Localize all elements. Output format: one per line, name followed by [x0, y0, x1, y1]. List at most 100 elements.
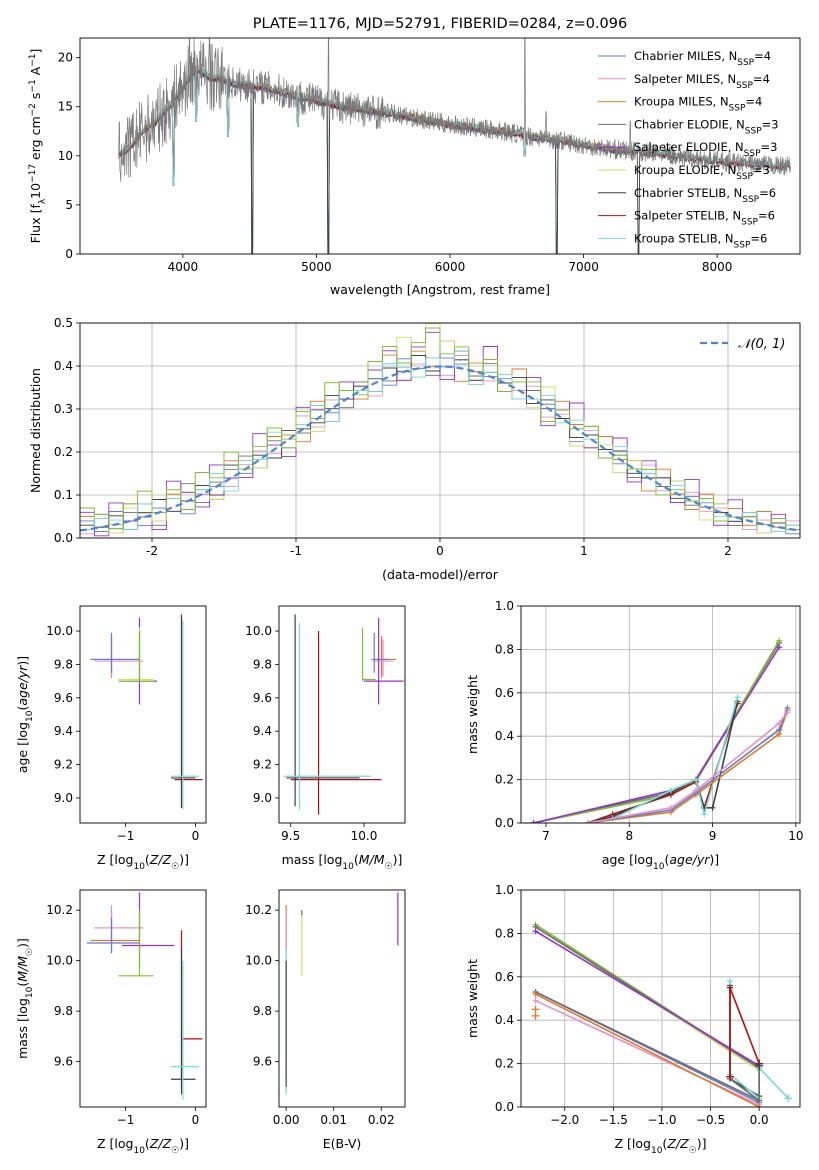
spectrum-legend-label-part: SSP	[729, 104, 746, 114]
spectrum-legend-label: Salpeter STELIB, NSSP=6	[634, 209, 775, 228]
weight_vs_Z-series-7	[535, 993, 760, 1107]
weight_vs_Z-xtick-label: 0.0	[750, 1113, 769, 1127]
spectrum-xtick-label: 5000	[301, 260, 332, 274]
age_vs_Z-xtick-label: 0	[192, 829, 200, 843]
weight_vs_age-marker	[709, 804, 716, 811]
weight_vs_Z-ytick-label: 0.2	[495, 1057, 514, 1071]
age-vs-mass-xlabel: mass [log10(M/M☉)]	[282, 852, 403, 872]
spectrum-legend-label: Chabrier STELIB, NSSP=6	[634, 186, 776, 205]
residuals-ytick-label: 0.2	[54, 445, 73, 459]
spectrum-legend-label-part: SSP	[744, 149, 761, 159]
weight_vs_Z-marker	[756, 1097, 763, 1104]
mass_vs_ebv-frame	[278, 889, 406, 1108]
residual-hist-7	[80, 350, 800, 532]
age_vs_Z-ytick-label: 10.0	[46, 624, 73, 638]
weight_vs_age-marker	[784, 709, 791, 716]
residuals-xlabel: (data-model)/error	[382, 567, 499, 582]
mass_vs_Z-axes: −1 0 9.6 9.8 10.0 10.2	[46, 903, 199, 1127]
weight-vs-z-xlabel-part: )]	[697, 1136, 707, 1151]
spectrum-xtick-label: 7000	[568, 260, 599, 274]
age_vs_mass-points	[283, 614, 404, 815]
weight-vs-age-xlabel-part: 10	[653, 862, 665, 872]
spectrum-legend-label-part: =4	[754, 49, 771, 63]
residuals-xtick-label: 1	[580, 544, 588, 558]
spectrum-legend-label-part: SSP	[734, 240, 751, 250]
mass-vs-z-ylabel-part: M/M	[15, 956, 30, 982]
age-vs-z-ylabel: age [log10(age/yr)]	[15, 656, 35, 773]
mass-vs-z-ylabel-part: mass [log	[15, 998, 30, 1059]
spectrum-legend-label: Kroupa STELIB, NSSP=6	[634, 231, 767, 250]
mass_vs_Z-ytick-label: 10.0	[46, 954, 73, 968]
age_vs_mass-ytick-label: 9.2	[253, 758, 272, 772]
residuals-ylabel: Normed distribution	[28, 368, 43, 493]
weight_vs_Z-ylabel: mass weight	[465, 959, 480, 1038]
residuals-xtick-label: 0	[436, 544, 444, 558]
mass_vs_Z-xtick-label: −1	[117, 1113, 135, 1127]
mass_vs_ebv-ytick-label: 10.2	[245, 903, 272, 917]
age-vs-mass-xlabel-part: mass [log	[282, 852, 343, 867]
mass_vs_Z-ytick-label: 9.6	[54, 1055, 73, 1069]
mass_vs_ebv-ytick-label: 9.6	[253, 1055, 272, 1069]
spectrum-ylabel-part: −1	[28, 54, 38, 67]
weight_vs_age-marker	[776, 644, 783, 651]
spectrum-legend-label-part: Kroupa ELODIE, N	[634, 163, 736, 177]
age_vs_Z-ytick-label: 9.2	[54, 758, 73, 772]
weight_vs_age-marker	[530, 820, 537, 823]
mass_vs_ebv-xtick-label: 0.01	[320, 1113, 347, 1127]
mass_vs_Z-ytick-label: 9.8	[54, 1004, 73, 1018]
weight_vs_age-axes: 7 8 9 10 0.0 0.2 0.4 0.6 0.8 1.0	[495, 599, 804, 843]
spectrum-ylabel-part: 10	[28, 183, 43, 199]
spectrum-legend-label: Kroupa MILES, NSSP=4	[634, 95, 762, 114]
spectrum-legend-label-part: SSP	[736, 81, 753, 91]
spectrum-legend-label: Salpeter ELODIE, NSSP=3	[634, 140, 777, 159]
weight_vs_Z-extra-marker	[755, 1061, 764, 1070]
spectrum-legend-label-part: =3	[753, 163, 770, 177]
mass-vs-z-xlabel: Z [log10(Z/Z☉)]	[97, 1136, 189, 1156]
age_vs_mass-axes: 9.5 10.0 9.0 9.2 9.4 9.6 9.8 10.0	[245, 624, 377, 843]
spectrum-ylabel-part: λ	[38, 198, 48, 204]
weight_vs_age-series-1	[533, 642, 780, 823]
spectrum-legend-label: Salpeter MILES, NSSP=4	[634, 72, 770, 91]
age_vs_mass-ytick-label: 10.0	[245, 624, 272, 638]
spectrum-ylabel-part: A	[28, 66, 43, 79]
mass-vs-z-xlabel-part: (	[145, 1136, 150, 1151]
spectrum-legend-label: Kroupa ELODIE, NSSP=3	[634, 163, 770, 182]
weight_vs_age-ytick-label: 0.6	[495, 686, 514, 700]
residuals-xtick-label: -2	[146, 544, 158, 558]
weight_vs_Z-frame	[520, 889, 801, 1108]
spectrum-frame	[79, 37, 801, 255]
age_vs_Z-frame	[79, 605, 207, 824]
spectrum-legend-label-part: SSP	[741, 218, 758, 228]
weight_vs_Z-series-8	[729, 985, 761, 1098]
spectrum-legend-label-part: =6	[758, 209, 775, 223]
gaussian-curve	[80, 365, 800, 532]
weight-vs-z-xlabel: Z [log10(Z/Z☉)]	[615, 1136, 707, 1156]
weight_vs_age-marker	[776, 637, 783, 644]
mass-vs-z-xlabel-part: )]	[179, 1136, 189, 1151]
spectrum-title: PLATE=1176, MJD=52791, FIBERID=0284, z=0…	[253, 16, 627, 32]
spectrum-legend-label-part: =6	[759, 186, 776, 200]
spectrum-xtick-label: 4000	[168, 260, 199, 274]
spectrum-legend-label-part: SSP	[742, 195, 759, 205]
weight_vs_age-ytick-label: 1.0	[495, 599, 514, 613]
spectrum-legend-label-part: Kroupa STELIB, N	[634, 231, 734, 245]
spectrum-ytick-label: 0	[65, 247, 73, 261]
age-vs-mass-xlabel-part: (	[354, 852, 359, 867]
weight_vs_Z-ytick-label: 0.6	[495, 970, 514, 984]
mass_vs_Z-frame	[79, 889, 207, 1108]
age-vs-z-ylabel-part: age/yr	[15, 665, 30, 706]
weight_vs_Z-lines	[531, 921, 793, 1107]
weight-vs-age-xlabel-part: )]	[709, 852, 719, 867]
weight-vs-z-xlabel-part: Z/Z	[666, 1136, 689, 1151]
age-vs-mass-xlabel-part: ☉	[385, 862, 393, 872]
spectrum-lines	[118, 38, 791, 254]
mass-vs-z-xlabel-part: ☉	[171, 1146, 179, 1156]
spectrum-ylabel-part: ]	[28, 49, 43, 54]
age-vs-z-xlabel-part: 10	[133, 862, 145, 872]
residual-legend-label: 𝒩(0, 1)	[738, 337, 785, 352]
age_vs_mass-ytick-label: 9.4	[253, 724, 272, 738]
mass_vs_ebv-points	[285, 892, 399, 1095]
age_vs_Z-ytick-label: 9.6	[54, 691, 73, 705]
spectrum-xtick-label: 6000	[435, 260, 466, 274]
mass-vs-ebv-xlabel: E(B-V)	[323, 1136, 362, 1151]
